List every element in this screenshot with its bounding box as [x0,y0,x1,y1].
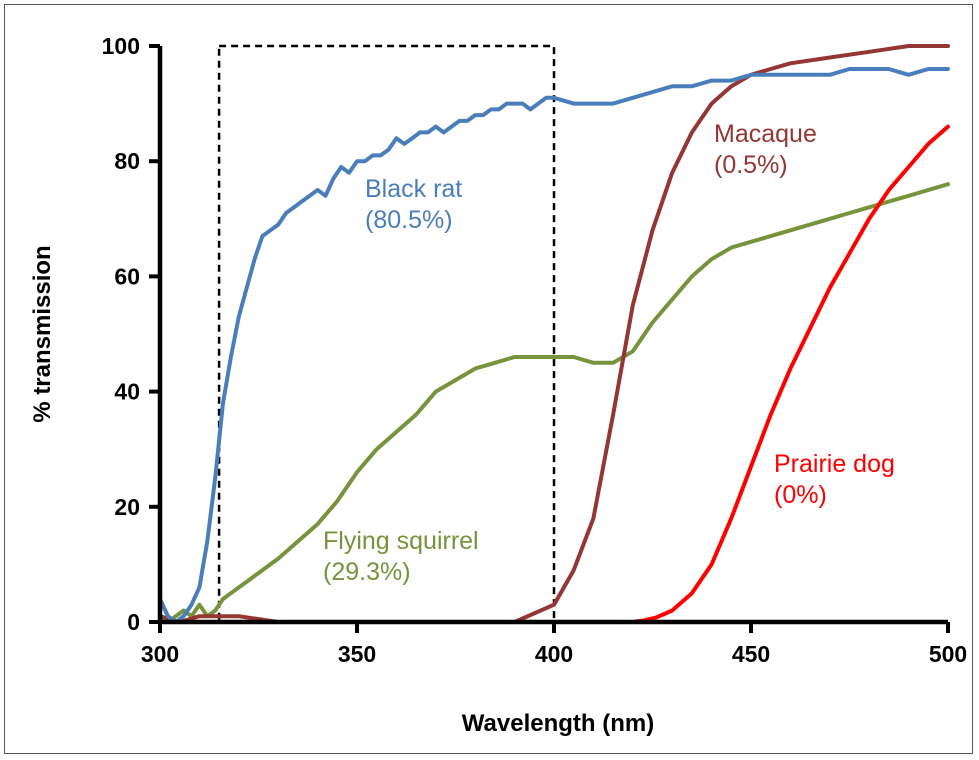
series-label-flying-squirrel-name: Flying squirrel [323,527,479,555]
series-label-macaque-value: (0.5%) [714,151,788,179]
series-label-black-rat-name: Black rat [365,175,462,203]
series-line-black-rat [158,67,950,624]
series-label-macaque-name: Macaque [714,120,817,148]
y-tick-label: 0 [127,609,140,635]
y-tick-label: 100 [102,33,140,59]
series-label-prairie-dog-value: (0%) [774,481,827,509]
y-tick-label: 80 [114,148,140,174]
x-tick-label: 450 [732,641,770,667]
series-labels: Black rat (80.5%) Flying squirrel (29.3%) Ma… [323,120,895,586]
x-tick-label: 500 [929,641,967,667]
series-label-prairie-dog-name: Prairie dog [774,450,895,478]
x-axis-title: Wavelength (nm) [462,710,654,737]
series-label-black-rat-value: (80.5%) [365,206,453,234]
series-line-flying-squirrel [158,182,950,624]
x-tick-label: 350 [338,641,376,667]
y-tick-label: 20 [114,494,140,520]
series-label-flying-squirrel-value: (29.3%) [323,558,411,586]
y-axis-title: % transmission [29,245,56,422]
x-tick-label: 400 [535,641,573,667]
axes [157,46,948,625]
y-tick-label: 60 [114,263,140,289]
axis-ticks: 0 20 40 60 80 100 300 350 400 450 500 [102,33,968,667]
y-tick-label: 40 [114,379,140,405]
x-tick-label: 300 [141,641,179,667]
chart-frame [4,4,973,754]
